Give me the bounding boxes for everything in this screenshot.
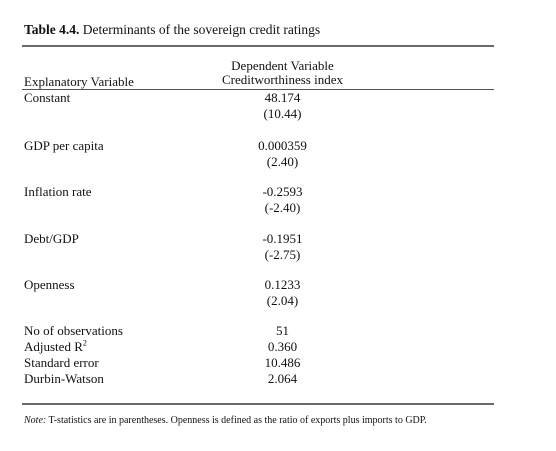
stat-value-observations: 51 bbox=[276, 323, 289, 338]
stat-value-standard-error: 10.486 bbox=[264, 355, 301, 370]
table-title: Table 4.4. Determinants of the sovereign… bbox=[24, 22, 320, 38]
stat-label-observations: No of observations bbox=[24, 323, 123, 338]
row-label-inflation-rate: Inflation rate bbox=[24, 184, 92, 199]
stat-label-adjusted-r2: Adjusted R2 bbox=[24, 339, 87, 355]
note-text: T-statistics are in parentheses. Opennes… bbox=[46, 415, 427, 426]
row-label-gdp-per-capita: GDP per capita bbox=[24, 138, 104, 153]
tstat-gdp-per-capita: (2.40) bbox=[266, 154, 299, 169]
stat-label-durbin-watson: Durbin-Watson bbox=[24, 371, 104, 386]
coef-openness: 0.1233 bbox=[264, 277, 301, 292]
row-label-openness: Openness bbox=[24, 277, 75, 292]
stat-value-adjusted-r2: 0.360 bbox=[267, 339, 298, 354]
table-note: Note: T-statistics are in parentheses. O… bbox=[24, 415, 427, 426]
dependent-variable-subheader: Creditworthiness index bbox=[222, 72, 343, 87]
note-label: Note: bbox=[24, 415, 47, 426]
top-rule bbox=[22, 45, 494, 47]
coef-constant: 48.174 bbox=[264, 90, 301, 105]
explanatory-variable-header: Explanatory Variable bbox=[24, 74, 134, 89]
header-rule bbox=[22, 89, 494, 90]
adjusted-r-text: Adjusted R bbox=[24, 339, 83, 354]
table-number: Table 4.4. bbox=[24, 22, 80, 37]
stat-label-standard-error: Standard error bbox=[24, 355, 99, 370]
coef-inflation-rate: -0.2593 bbox=[262, 184, 303, 199]
dependent-variable-header: Dependent Variable bbox=[231, 58, 334, 73]
stat-value-durbin-watson: 2.064 bbox=[267, 371, 298, 386]
tstat-inflation-rate: (-2.40) bbox=[264, 200, 301, 215]
bottom-rule bbox=[22, 403, 494, 405]
tstat-openness: (2.04) bbox=[266, 293, 299, 308]
tstat-debt-gdp: (-2.75) bbox=[264, 247, 301, 262]
coef-gdp-per-capita: 0.000359 bbox=[258, 138, 307, 153]
coef-debt-gdp: -0.1951 bbox=[262, 231, 303, 246]
table-title-text: Determinants of the sovereign credit rat… bbox=[82, 22, 321, 37]
row-label-constant: Constant bbox=[24, 90, 71, 105]
tstat-constant: (10.44) bbox=[263, 106, 302, 121]
row-label-debt-gdp: Debt/GDP bbox=[24, 231, 79, 246]
adjusted-r-superscript: 2 bbox=[82, 338, 87, 348]
